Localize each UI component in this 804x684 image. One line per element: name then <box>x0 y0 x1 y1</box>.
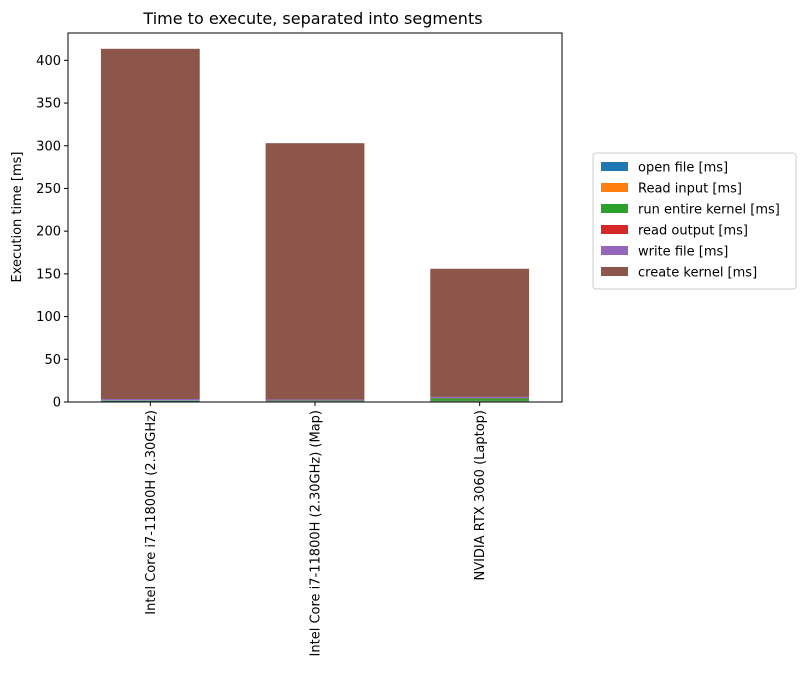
y-tick-label-50: 50 <box>44 353 61 368</box>
bar-segment-3-series-6 <box>430 268 530 397</box>
y-axis: 0 50 100 150 200 250 300 350 400 <box>36 54 68 411</box>
legend-label-1: open file [ms] <box>638 161 728 176</box>
x-tick-label-2: Intel Core i7-11800H (2.30GHz) (Map) <box>309 410 324 656</box>
y-tick-label-400: 400 <box>36 54 61 69</box>
bar-segment-2-series-5 <box>265 399 365 401</box>
chart-title: Time to execute, separated into segments <box>142 9 482 28</box>
legend-swatch-4 <box>601 225 628 234</box>
y-tick-label-100: 100 <box>36 310 61 325</box>
bar-segment-1-series-6 <box>100 48 200 400</box>
bar-segment-3-series-5 <box>430 396 530 399</box>
legend-box <box>592 152 797 290</box>
legend-swatch-6 <box>601 267 628 276</box>
bar-segment-3-series-3 <box>430 398 530 401</box>
legend-label-4: read output [ms] <box>638 224 748 239</box>
y-axis-label: Execution time [ms] <box>10 151 25 282</box>
y-tick-label-350: 350 <box>36 97 61 112</box>
y-tick-label-200: 200 <box>36 225 61 240</box>
legend-swatch-5 <box>601 246 628 255</box>
legend-swatch-3 <box>601 204 628 213</box>
y-tick-label-150: 150 <box>36 267 61 282</box>
legend-swatch-1 <box>601 162 628 171</box>
legend-label-2: Read input [ms] <box>638 182 742 197</box>
legend-label-3: run entire kernel [ms] <box>638 203 780 218</box>
legend-swatch-2 <box>601 183 628 192</box>
bars-layer <box>100 48 530 402</box>
bar-segment-1-series-5 <box>100 399 200 401</box>
legend: open file [ms] Read input [ms] run entire … <box>592 152 797 290</box>
x-axis: Intel Core i7-11800H (2.30GHz) Intel Core… <box>144 402 488 656</box>
y-tick-label-0: 0 <box>53 396 61 411</box>
legend-label-6: create kernel [ms] <box>638 266 757 281</box>
x-tick-label-3: NVIDIA RTX 3060 (Laptop) <box>473 410 488 581</box>
y-tick-label-300: 300 <box>36 139 61 154</box>
legend-label-5: write file [ms] <box>638 245 728 260</box>
x-tick-label-1: Intel Core i7-11800H (2.30GHz) <box>144 410 159 615</box>
y-tick-label-250: 250 <box>36 182 61 197</box>
bar-segment-1-series-1 <box>100 400 200 402</box>
bar-segment-2-series-6 <box>265 143 365 400</box>
